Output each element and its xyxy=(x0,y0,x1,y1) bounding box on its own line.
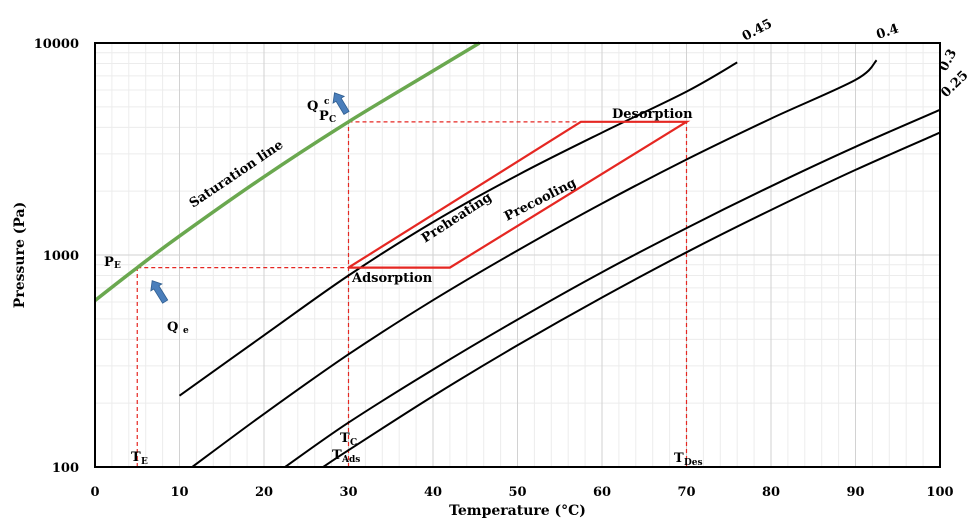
qe-label: Q xyxy=(167,320,178,335)
isostere-label-0.4: 0.4 xyxy=(875,22,901,43)
x-tick-label: 70 xyxy=(677,485,695,500)
x-tick-label: 100 xyxy=(926,485,953,500)
x-tick-label: 10 xyxy=(170,485,188,500)
x-tick-label: 80 xyxy=(762,485,780,500)
qc-arrow xyxy=(332,92,350,115)
arrow-shape xyxy=(150,280,169,304)
pe-subscript: E xyxy=(114,261,121,271)
isostere-label-0.25: 0.25 xyxy=(938,68,971,101)
tdes-label: T xyxy=(674,451,684,466)
tc-label: T xyxy=(340,431,350,446)
tads-subscript: Ads xyxy=(341,455,360,465)
qc-subscript: c xyxy=(324,97,330,107)
qe-subscript: e xyxy=(183,326,189,336)
te-label: T xyxy=(131,450,141,465)
x-tick-label: 60 xyxy=(593,485,611,500)
x-tick-label: 50 xyxy=(508,485,526,500)
tdes-subscript: Des xyxy=(684,458,703,468)
tc-subscript: C xyxy=(350,438,357,448)
x-axis-title: Temperature (°C) xyxy=(449,503,586,519)
x-tick-labels: 0 10 20 30 40 50 60 70 80 90 100 xyxy=(90,485,953,500)
heat-arrows xyxy=(150,92,350,304)
isostere-line-0.45 xyxy=(178,61,738,397)
x-tick-label: 20 xyxy=(255,485,273,500)
y-tick-label: 10000 xyxy=(34,37,79,52)
y-tick-label: 100 xyxy=(52,461,79,476)
x-tick-label: 40 xyxy=(424,485,442,500)
x-tick-label: 90 xyxy=(846,485,864,500)
isostere-label-0.45: 0.45 xyxy=(740,16,775,44)
pc-label: P xyxy=(319,109,329,124)
pc-subscript: C xyxy=(329,115,336,125)
y-axis-title: Pressure (Pa) xyxy=(12,202,28,308)
x-tick-label: 0 xyxy=(90,485,99,500)
y-tick-labels: 100 1000 10000 xyxy=(34,37,79,476)
saturation-line-label: Saturation line xyxy=(187,138,286,212)
precooling-label: Precooling xyxy=(502,176,579,225)
qe-arrow xyxy=(150,280,169,304)
qc-label: Q xyxy=(307,99,318,114)
tads-label: T xyxy=(332,448,342,463)
isostere-line-0.4 xyxy=(191,59,878,468)
te-subscript: E xyxy=(141,457,148,467)
x-tick-label: 30 xyxy=(339,485,357,500)
isostere-line-0.3 xyxy=(284,108,941,468)
isostere-line-0.25 xyxy=(322,131,941,468)
y-tick-label: 1000 xyxy=(43,249,79,264)
pe-label: P xyxy=(104,255,114,270)
adsorption-label: Adsorption xyxy=(351,271,433,286)
cycle-group xyxy=(347,120,691,269)
isostere-curves xyxy=(178,59,941,468)
plot-frame xyxy=(94,42,941,468)
saturation-curve-group xyxy=(93,41,481,302)
desorption-label: Desorption xyxy=(612,107,693,122)
cycle-path xyxy=(347,120,691,269)
saturation-line xyxy=(93,41,481,302)
arrow-shape xyxy=(332,92,350,115)
